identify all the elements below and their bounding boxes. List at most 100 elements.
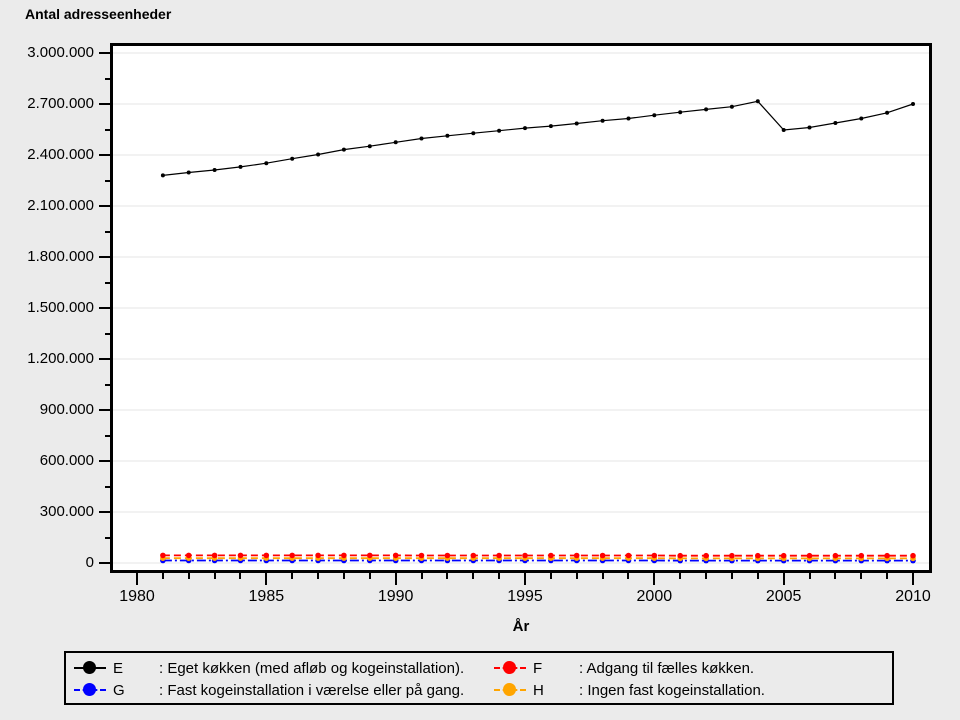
series-F-marker [729, 552, 735, 559]
series-E-marker [678, 110, 683, 115]
y-tick-label: 2.100.000 [27, 197, 94, 214]
y-major-tick [99, 103, 111, 105]
x-tick [782, 573, 785, 585]
x-tick [136, 573, 138, 585]
y-minor-tick [105, 536, 111, 539]
series-F-marker [832, 552, 839, 559]
series-F-marker [858, 552, 865, 559]
x-tick [549, 573, 552, 579]
x-tick [342, 573, 345, 579]
x-tick [472, 573, 475, 579]
series-F-marker [185, 552, 192, 559]
series-E-marker [341, 147, 346, 152]
series-E-marker [393, 140, 398, 145]
series-F-marker [651, 552, 658, 559]
x-tick-label: 2000 [636, 588, 673, 605]
legend-box: E : Eget køkken (med afløb og kogeinstal… [64, 651, 894, 705]
y-major-tick [99, 460, 111, 462]
x-tick [498, 573, 501, 579]
legend-letter-f: F [533, 659, 543, 677]
series-E-marker [574, 121, 579, 126]
series-E-marker [755, 99, 760, 104]
legend-marker-f-icon [494, 659, 526, 677]
series-F-marker [910, 552, 916, 559]
x-tick-label: 1990 [377, 588, 414, 605]
series-F-marker [470, 552, 477, 559]
series-E-marker [316, 152, 321, 157]
x-tick [265, 573, 268, 585]
legend-letter-h: H [533, 681, 544, 699]
x-tick-label: 2005 [765, 588, 802, 605]
series-F-marker [548, 552, 554, 559]
y-minor-tick [105, 383, 111, 386]
x-tick [886, 573, 889, 579]
x-tick [627, 573, 630, 579]
series-F-marker [806, 552, 813, 559]
legend-letter-e: E [113, 659, 124, 677]
series-E-marker [445, 133, 450, 138]
series-E-marker [367, 144, 372, 149]
series-E-marker [885, 110, 890, 115]
series-E-marker [290, 156, 295, 161]
x-tick [705, 573, 708, 579]
series-E-marker [704, 107, 709, 112]
y-major-tick [99, 205, 111, 207]
series-F-marker [599, 552, 606, 559]
legend-text-f: : Adgang til fælles køkken. [579, 659, 755, 677]
series-F-marker [367, 552, 373, 559]
y-major-tick [99, 562, 111, 564]
series-E-marker [652, 113, 657, 118]
legend-marker-e-icon [74, 659, 106, 677]
x-tick [368, 573, 371, 579]
y-tick-label: 1.200.000 [27, 350, 94, 367]
x-tick-label: 1985 [248, 588, 285, 605]
x-tick [446, 573, 449, 579]
y-major-tick [99, 511, 111, 513]
x-tick [187, 573, 190, 579]
x-tick-label: 2010 [895, 588, 931, 605]
x-tick [213, 573, 216, 579]
series-E-marker [859, 116, 864, 121]
y-major-tick [99, 256, 111, 258]
y-major-tick [99, 307, 111, 309]
y-minor-tick [105, 332, 111, 335]
series-F-marker [703, 552, 709, 559]
x-tick [291, 573, 294, 579]
series-E-line [162, 100, 914, 176]
series-E-marker [626, 116, 631, 121]
series-F-marker [160, 552, 166, 559]
x-tick [756, 573, 759, 579]
series-F-marker [625, 552, 632, 559]
plot-canvas [113, 52, 929, 564]
y-minor-tick [105, 230, 111, 233]
x-tick [420, 573, 423, 579]
y-minor-tick [105, 179, 111, 182]
y-major-tick [99, 52, 111, 54]
chart-title: Antal adresseenheder [25, 6, 172, 22]
y-tick-label: 600.000 [39, 452, 94, 469]
legend-item-f: F : Adgang til fælles køkken. [494, 657, 892, 679]
x-tick [808, 573, 811, 579]
x-tick [161, 573, 164, 579]
series-E-marker [781, 128, 786, 132]
series-F-marker [392, 552, 399, 559]
series-E-marker [471, 131, 476, 136]
y-tick-label: 0 [85, 554, 94, 571]
x-tick-label: 1980 [119, 588, 155, 605]
series-F-marker [341, 552, 347, 559]
series-E-marker [419, 136, 424, 141]
series-F-marker [263, 552, 270, 559]
series-F-marker [496, 552, 502, 559]
x-tick [239, 573, 242, 579]
x-tick [834, 573, 837, 579]
y-tick-label: 1.800.000 [27, 248, 94, 265]
series-F-marker [211, 552, 218, 559]
x-tick [679, 573, 682, 579]
series-F-marker [522, 552, 528, 559]
series-E-marker [807, 125, 812, 130]
y-minor-tick [105, 77, 111, 80]
y-tick-label: 2.400.000 [27, 146, 94, 163]
x-tick [317, 573, 320, 579]
y-minor-tick [105, 434, 111, 437]
series-E-marker [264, 161, 269, 166]
